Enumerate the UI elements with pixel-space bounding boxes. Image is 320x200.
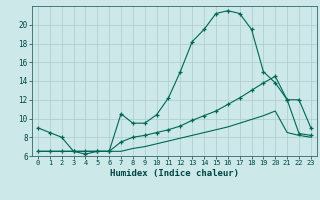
X-axis label: Humidex (Indice chaleur): Humidex (Indice chaleur): [110, 169, 239, 178]
